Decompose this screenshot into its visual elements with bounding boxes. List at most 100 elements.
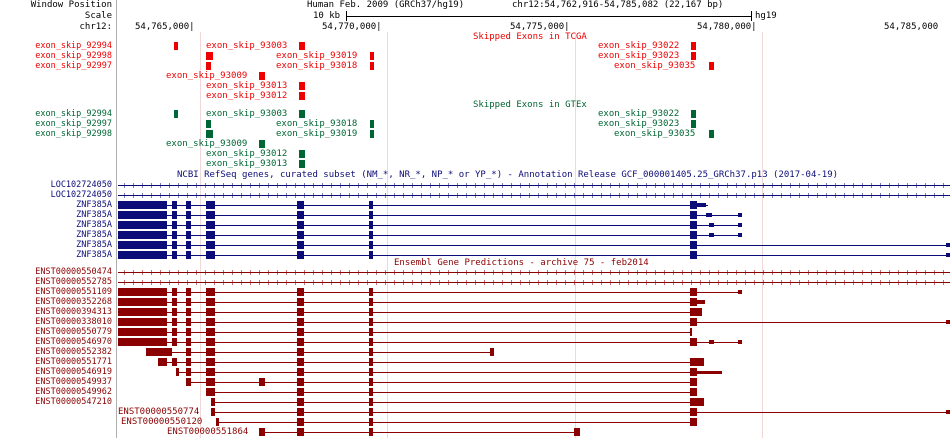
- exon-skip-feature[interactable]: [370, 130, 374, 138]
- exon-block[interactable]: [690, 328, 692, 336]
- exon-skip-feature[interactable]: [709, 130, 714, 138]
- gtex-left-label[interactable]: exon_skip_92997: [35, 119, 112, 129]
- exon-block[interactable]: [709, 223, 714, 227]
- exon-block[interactable]: [690, 378, 697, 386]
- refseq-track-title[interactable]: NCBI RefSeq genes, curated subset (NM_*,…: [177, 170, 839, 180]
- gene-label[interactable]: ZNF385A: [76, 220, 112, 230]
- gtex-left-label[interactable]: exon_skip_92994: [35, 109, 112, 119]
- exon-block[interactable]: [186, 231, 191, 239]
- intron-line[interactable]: [118, 255, 950, 256]
- exon-block[interactable]: [690, 408, 697, 416]
- intron-line[interactable]: [211, 402, 704, 403]
- exon-block[interactable]: [118, 231, 167, 239]
- exon-block[interactable]: [709, 340, 714, 344]
- exon-block[interactable]: [186, 328, 191, 336]
- exon-skip-feature[interactable]: [299, 82, 305, 90]
- exon-block[interactable]: [118, 328, 167, 336]
- intron-line[interactable]: [259, 432, 580, 433]
- exon-block[interactable]: [206, 231, 215, 239]
- intron-line[interactable]: [118, 312, 702, 313]
- exon-block[interactable]: [369, 241, 373, 249]
- exon-block[interactable]: [186, 201, 191, 209]
- exon-skip-feature[interactable]: [709, 62, 714, 70]
- exon-block[interactable]: [369, 368, 373, 376]
- exon-block[interactable]: [186, 318, 191, 326]
- exon-block[interactable]: [186, 211, 191, 219]
- exon-block[interactable]: [690, 231, 697, 239]
- gene-label[interactable]: ZNF385A: [76, 240, 112, 250]
- exon-block[interactable]: [118, 221, 167, 229]
- exon-block[interactable]: [206, 308, 215, 316]
- exon-skip-feature[interactable]: [299, 92, 305, 100]
- exon-skip-feature[interactable]: [299, 150, 305, 158]
- intron-line[interactable]: [118, 342, 742, 343]
- exon-block[interactable]: [186, 251, 191, 259]
- exon-block[interactable]: [690, 211, 697, 219]
- exon-block[interactable]: [206, 348, 215, 356]
- intron-line[interactable]: [216, 422, 697, 423]
- exon-block[interactable]: [738, 223, 742, 227]
- exon-block[interactable]: [369, 328, 373, 336]
- exon-block[interactable]: [186, 288, 191, 296]
- exon-skip-feature[interactable]: [691, 42, 696, 50]
- exon-block[interactable]: [259, 428, 265, 436]
- exon-block[interactable]: [574, 428, 580, 436]
- exon-block[interactable]: [738, 340, 742, 344]
- exon-block[interactable]: [369, 201, 373, 209]
- gene-label[interactable]: ENST00000551771: [35, 357, 112, 367]
- intron-line[interactable]: [186, 382, 697, 383]
- gene-label[interactable]: ENST00000550779: [35, 327, 112, 337]
- exon-block[interactable]: [369, 308, 373, 316]
- gene-label[interactable]: LOC102724050: [50, 190, 112, 200]
- gene-label[interactable]: ENST00000550474: [35, 267, 112, 277]
- exon-block[interactable]: [946, 243, 950, 247]
- intron-line[interactable]: [118, 205, 708, 206]
- intron-line[interactable]: [118, 302, 705, 303]
- exon-block[interactable]: [738, 290, 742, 294]
- exon-skip-feature[interactable]: [299, 110, 305, 118]
- exon-block[interactable]: [369, 418, 373, 426]
- ensembl-track-title[interactable]: Ensembl Gene Predictions - archive 75 - …: [394, 258, 649, 268]
- exon-block[interactable]: [172, 298, 177, 306]
- gene-label[interactable]: ENST00000338010: [35, 317, 112, 327]
- exon-block[interactable]: [259, 378, 265, 386]
- intron-line[interactable]: [118, 322, 950, 323]
- tcga-left-label[interactable]: exon_skip_92998: [35, 51, 112, 61]
- gene-label[interactable]: ZNF385A: [76, 230, 112, 240]
- exon-skip-feature[interactable]: [370, 120, 374, 128]
- exon-block[interactable]: [369, 318, 373, 326]
- gene-label[interactable]: ZNF385A: [76, 210, 112, 220]
- exon-block[interactable]: [690, 368, 697, 376]
- exon-block[interactable]: [297, 211, 304, 219]
- exon-block[interactable]: [369, 348, 373, 356]
- exon-block[interactable]: [186, 241, 191, 249]
- exon-block[interactable]: [186, 298, 191, 306]
- exon-block[interactable]: [690, 241, 697, 249]
- intron-line[interactable]: [118, 215, 742, 216]
- exon-block[interactable]: [738, 213, 742, 217]
- exon-block[interactable]: [297, 428, 304, 436]
- exon-block[interactable]: [118, 201, 167, 209]
- exon-skip-feature[interactable]: [259, 72, 265, 80]
- exon-block[interactable]: [297, 251, 304, 259]
- exon-block[interactable]: [709, 233, 714, 237]
- exon-block[interactable]: [690, 288, 697, 296]
- exon-block[interactable]: [172, 308, 177, 316]
- exon-block[interactable]: [690, 358, 704, 366]
- exon-skip-feature[interactable]: [691, 110, 696, 118]
- exon-block[interactable]: [297, 368, 304, 376]
- exon-block[interactable]: [297, 201, 304, 209]
- exon-block[interactable]: [172, 231, 177, 239]
- gene-label[interactable]: ZNF385A: [76, 200, 112, 210]
- intron-line[interactable]: [118, 292, 742, 293]
- exon-block[interactable]: [211, 398, 215, 406]
- exon-block[interactable]: [211, 408, 215, 416]
- gene-label[interactable]: ENST00000546919: [35, 367, 112, 377]
- exon-block[interactable]: [176, 368, 179, 376]
- gene-label[interactable]: ZNF385A: [76, 250, 112, 260]
- exon-block[interactable]: [172, 251, 177, 259]
- exon-skip-feature[interactable]: [691, 120, 696, 128]
- exon-block[interactable]: [369, 298, 373, 306]
- intron-line[interactable]: [118, 245, 950, 246]
- exon-block[interactable]: [297, 398, 304, 406]
